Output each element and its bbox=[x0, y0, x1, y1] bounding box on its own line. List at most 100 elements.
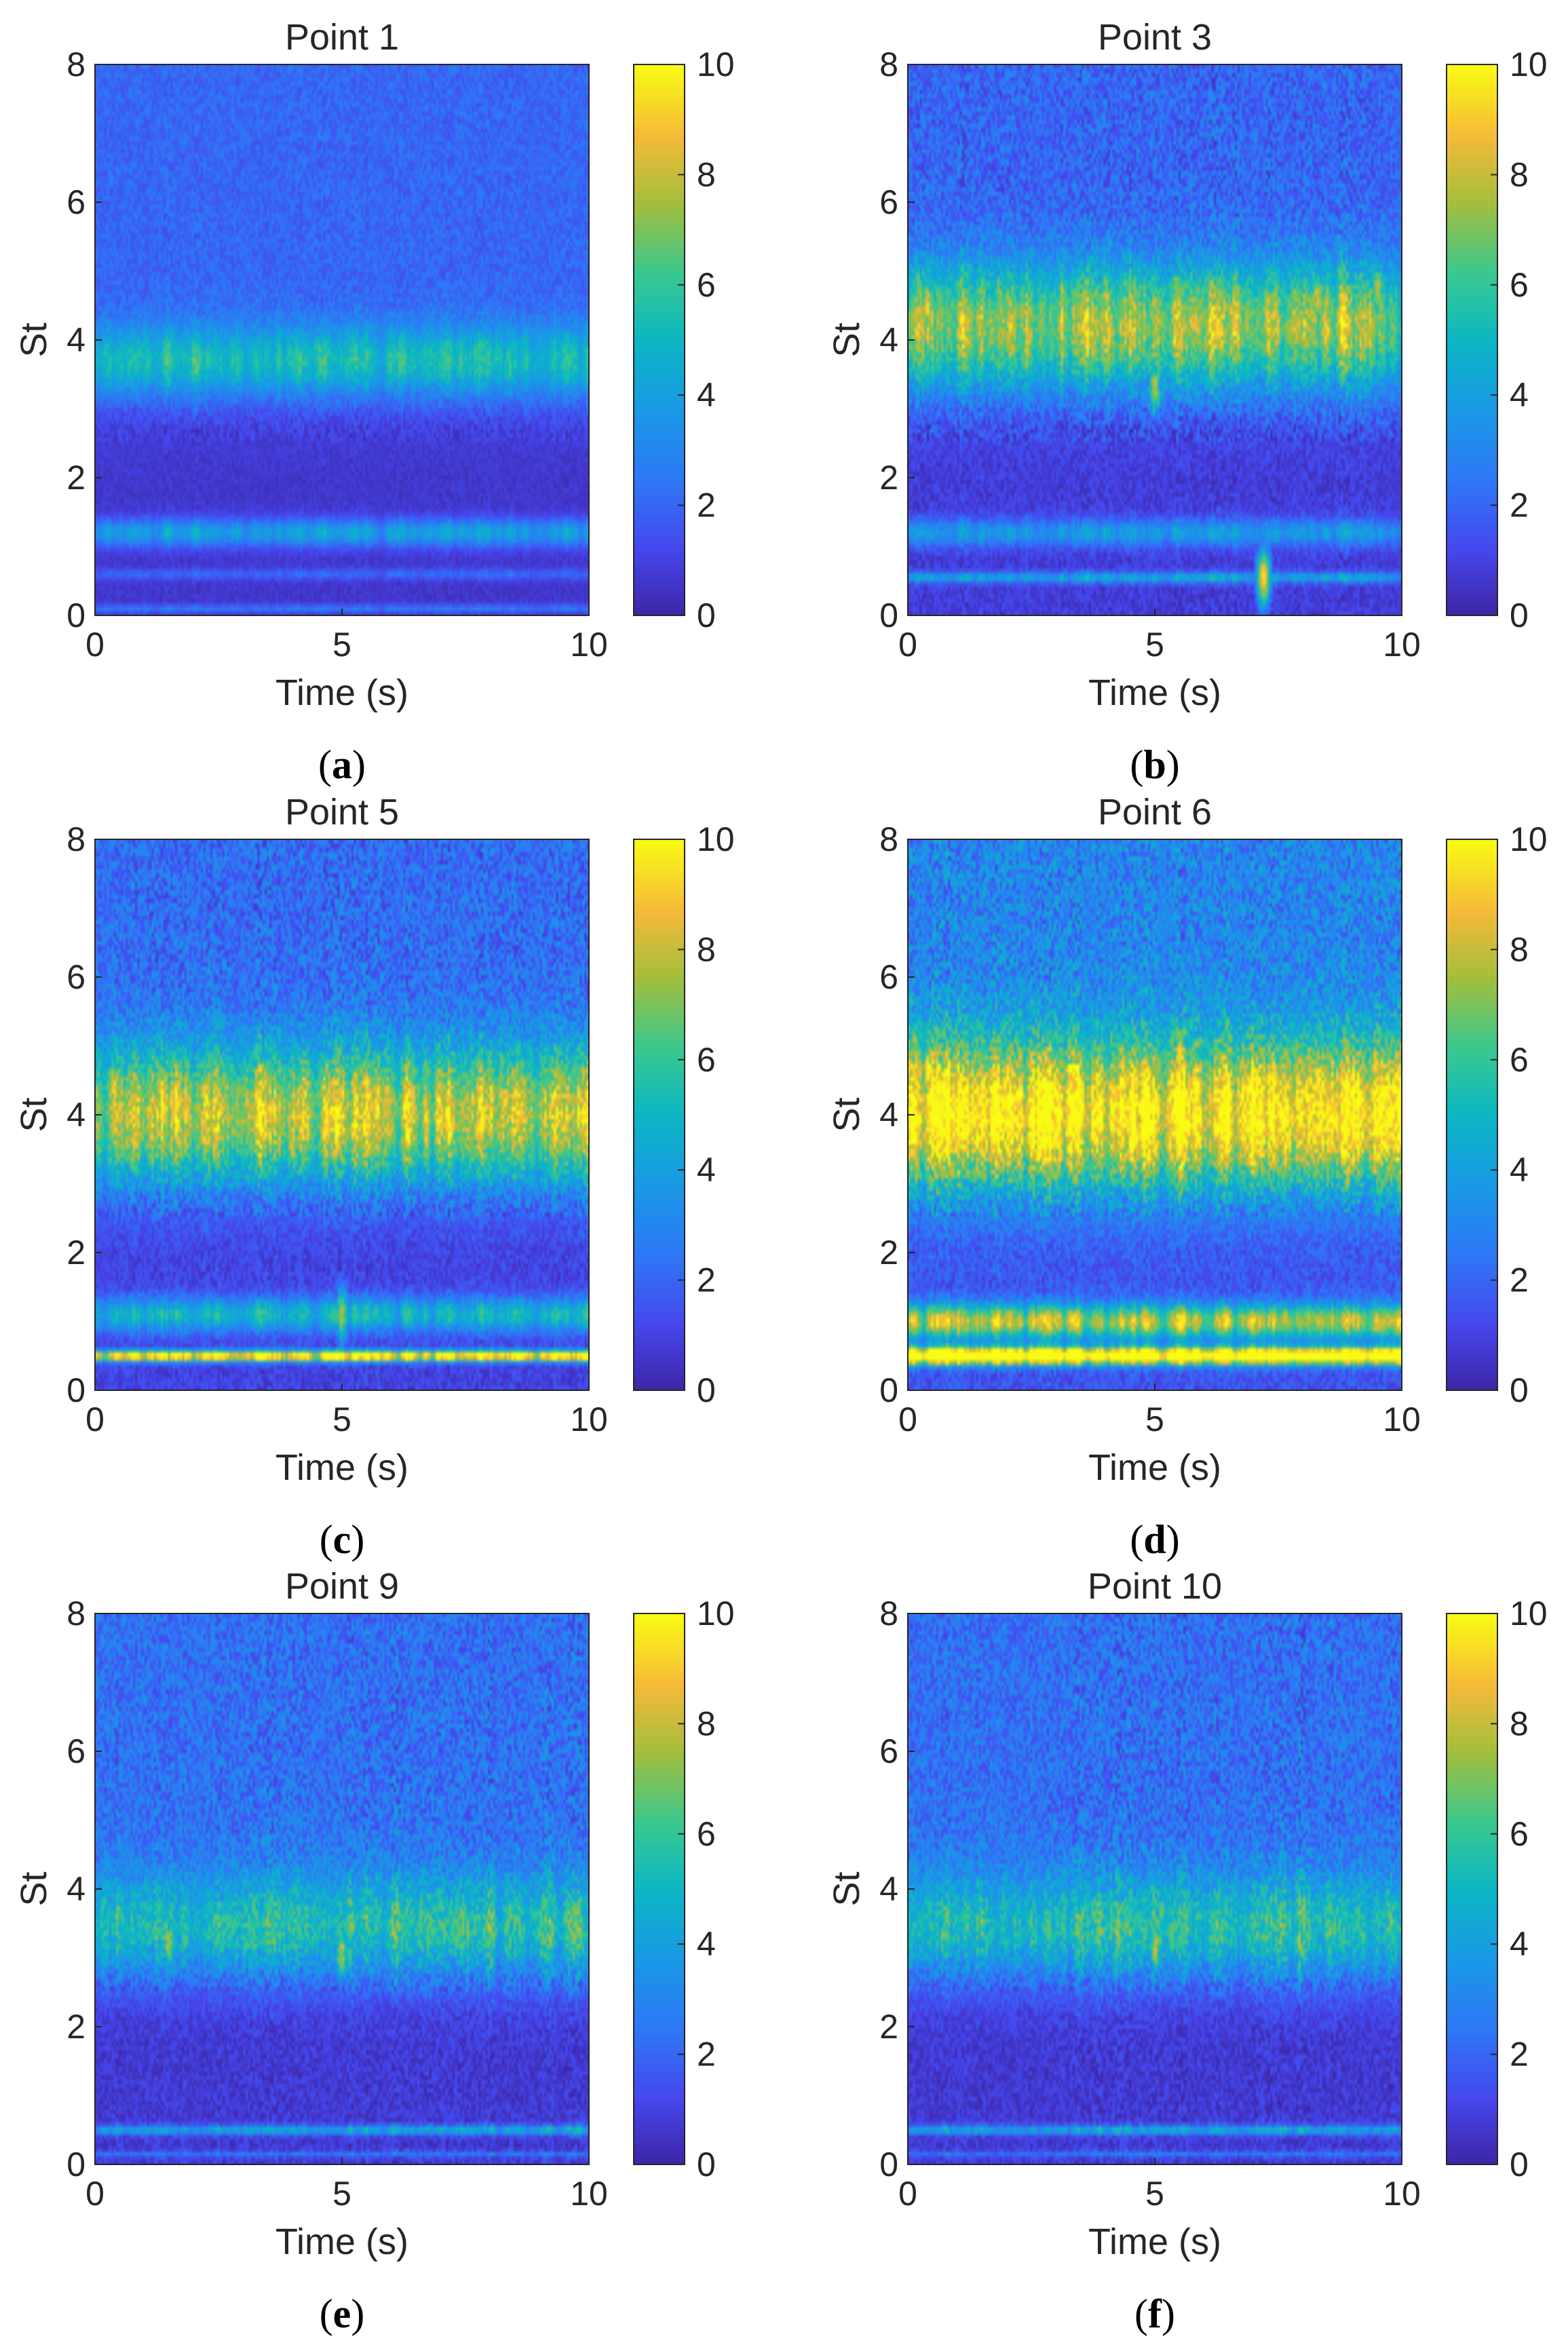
colorbar-tick-label: 0 bbox=[697, 1371, 716, 1409]
y-tick-label: 2 bbox=[66, 2008, 85, 2046]
y-tick-label: 0 bbox=[879, 596, 898, 634]
x-tick-label: 5 bbox=[1145, 1400, 1164, 1438]
colorbar-tick-label: 10 bbox=[1510, 1594, 1548, 1632]
colorbar-tick-label: 6 bbox=[1510, 266, 1529, 304]
y-tick-label: 2 bbox=[879, 459, 898, 497]
colorbar-tick-label: 8 bbox=[1510, 930, 1529, 968]
colorbar-tick-label: 10 bbox=[1510, 820, 1548, 858]
colorbar-tick-label: 10 bbox=[1510, 45, 1548, 83]
y-tick-label: 4 bbox=[879, 1096, 898, 1134]
x-tick-label: 0 bbox=[898, 626, 917, 664]
heatmap-raster bbox=[908, 1613, 1402, 2164]
colorbar-tick-label: 0 bbox=[1510, 2145, 1529, 2183]
x-tick-label: 5 bbox=[1145, 2175, 1164, 2213]
x-tick-label: 0 bbox=[898, 2175, 917, 2213]
colorbar-tick-label: 6 bbox=[697, 266, 716, 304]
y-axis-label: St bbox=[826, 322, 867, 357]
x-tick-label: 0 bbox=[85, 2175, 104, 2213]
x-tick-label: 10 bbox=[570, 2175, 608, 2213]
colorbar bbox=[634, 64, 685, 615]
x-tick-label: 10 bbox=[1383, 626, 1421, 664]
x-tick-label: 10 bbox=[1383, 1400, 1421, 1438]
colorbar bbox=[1447, 64, 1497, 615]
y-tick-label: 6 bbox=[879, 1732, 898, 1770]
chart-title: Point 6 bbox=[1098, 792, 1212, 833]
colorbar-tick-label: 10 bbox=[697, 1594, 735, 1632]
colorbar-tick-label: 10 bbox=[697, 45, 735, 83]
heatmap-raster bbox=[908, 64, 1402, 615]
x-axis-label: Time (s) bbox=[275, 2221, 408, 2262]
x-axis-label: Time (s) bbox=[1088, 1447, 1221, 1488]
heatmap-raster bbox=[95, 64, 589, 615]
colorbar-tick-label: 0 bbox=[1510, 1371, 1529, 1409]
heatmap-raster bbox=[95, 839, 589, 1390]
x-axis-label: Time (s) bbox=[275, 1447, 408, 1488]
x-tick-label: 10 bbox=[570, 1400, 608, 1438]
heatmap-raster bbox=[95, 1613, 589, 2164]
y-axis-label: St bbox=[14, 322, 54, 357]
y-axis-label: St bbox=[14, 1097, 54, 1132]
colorbar-frame bbox=[1446, 64, 1498, 616]
colorbar-tick-label: 8 bbox=[697, 155, 716, 193]
x-tick-label: 0 bbox=[85, 1400, 104, 1438]
subcaption: (d) bbox=[1130, 1517, 1179, 1562]
subcaption: (a) bbox=[318, 742, 366, 787]
colorbar bbox=[1447, 1613, 1497, 2164]
chart-panel-point-10: Point 10 0 2 4 6 8 0 5 10 Time (s) St 0 2 4 6 8 10 (f) bbox=[826, 1566, 1548, 2336]
x-tick-label: 5 bbox=[332, 2175, 351, 2213]
y-tick-label: 8 bbox=[66, 45, 85, 83]
colorbar-tick-label: 2 bbox=[1510, 486, 1529, 524]
colorbar-tick-label: 6 bbox=[1510, 1815, 1529, 1853]
colorbar-tick-label: 0 bbox=[1510, 596, 1529, 634]
y-tick-label: 8 bbox=[879, 45, 898, 83]
y-tick-label: 6 bbox=[66, 1732, 85, 1770]
colorbar-tick-label: 4 bbox=[697, 376, 716, 414]
y-tick-label: 4 bbox=[66, 321, 85, 359]
y-tick-label: 4 bbox=[66, 1096, 85, 1134]
x-tick-label: 10 bbox=[570, 626, 608, 664]
colorbar-tick-label: 8 bbox=[697, 1704, 716, 1742]
y-tick-label: 2 bbox=[66, 1234, 85, 1272]
y-tick-label: 6 bbox=[879, 958, 898, 996]
chart-panel-point-1: Point 1 0 2 4 6 8 0 5 10 Time (s) St 0 2 4 6 8 10 (a) bbox=[14, 17, 735, 787]
y-tick-label: 2 bbox=[66, 459, 85, 497]
colorbar-frame bbox=[633, 64, 685, 616]
colorbar-tick-label: 4 bbox=[697, 1925, 716, 1963]
subcaption: (b) bbox=[1130, 742, 1179, 787]
x-tick-label: 10 bbox=[1383, 2175, 1421, 2213]
y-tick-label: 4 bbox=[66, 1870, 85, 1908]
colorbar-tick-label: 2 bbox=[1510, 2036, 1529, 2074]
colorbar bbox=[634, 1613, 685, 2164]
chart-title: Point 10 bbox=[1088, 1566, 1222, 1607]
colorbar-tick-label: 2 bbox=[697, 2036, 716, 2074]
y-tick-label: 6 bbox=[879, 183, 898, 221]
y-tick-label: 0 bbox=[66, 1371, 85, 1409]
x-axis-label: Time (s) bbox=[1088, 2221, 1221, 2262]
colorbar-tick-label: 2 bbox=[697, 1261, 716, 1299]
chart-title: Point 5 bbox=[285, 792, 399, 833]
colorbar-tick-label: 6 bbox=[1510, 1041, 1529, 1079]
y-axis-label: St bbox=[14, 1871, 54, 1906]
y-tick-label: 4 bbox=[879, 1870, 898, 1908]
x-tick-label: 0 bbox=[898, 1400, 917, 1438]
colorbar-tick-label: 4 bbox=[1510, 376, 1529, 414]
y-axis-label: St bbox=[826, 1871, 867, 1906]
colorbar bbox=[634, 839, 685, 1390]
y-tick-label: 8 bbox=[879, 1594, 898, 1632]
y-tick-label: 2 bbox=[879, 1234, 898, 1272]
heatmap-raster bbox=[908, 839, 1402, 1390]
colorbar-tick-label: 8 bbox=[697, 930, 716, 968]
colorbar-frame bbox=[633, 1613, 685, 2165]
x-tick-label: 0 bbox=[85, 626, 104, 664]
colorbar-tick-label: 6 bbox=[697, 1815, 716, 1853]
colorbar-tick-label: 4 bbox=[1510, 1925, 1529, 1963]
colorbar-tick-label: 8 bbox=[1510, 1704, 1529, 1742]
y-tick-label: 0 bbox=[879, 1371, 898, 1409]
colorbar-tick-label: 6 bbox=[697, 1041, 716, 1079]
colorbar-frame bbox=[1446, 1613, 1498, 2165]
subcaption: (c) bbox=[320, 1517, 365, 1562]
x-axis-label: Time (s) bbox=[1088, 672, 1221, 713]
colorbar-tick-label: 10 bbox=[697, 820, 735, 858]
y-tick-label: 2 bbox=[879, 2008, 898, 2046]
